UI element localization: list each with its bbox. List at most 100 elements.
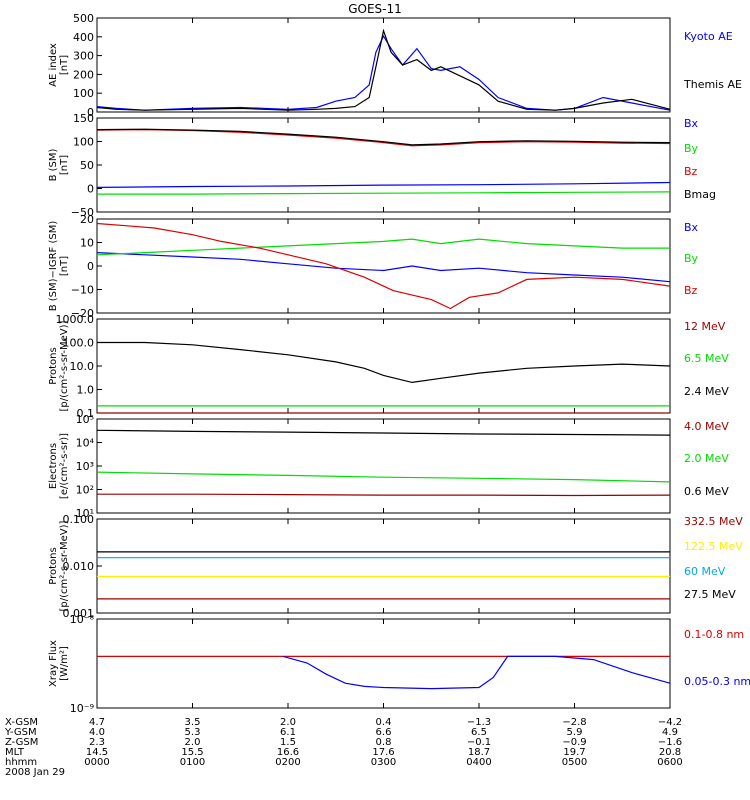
y-axis-label: [nT] (59, 55, 70, 75)
y-tick-label: 1000.0 (56, 313, 95, 326)
series-line (97, 493, 671, 497)
series-line (96, 128, 671, 147)
y-tick-label: 10¹ (76, 507, 94, 520)
panel-4: 1000.0 100.0 10.0 1.0 0.1 Protons [p/(cm²-s-sr… (48, 313, 729, 420)
y-axis-label: AE index (48, 43, 59, 87)
y-tick-label: 100 (73, 87, 94, 100)
ephemeris-value: 0300 (371, 757, 396, 768)
ephemeris-value: 0000 (84, 757, 109, 768)
y-tick-label: −10 (71, 284, 94, 297)
ephemeris-value: 20.8 (659, 747, 681, 758)
legend-entry: Themis AE (683, 78, 742, 91)
series-line (96, 429, 671, 436)
ephemeris-value: 2.0 (280, 717, 296, 728)
legend-entry: Bx (684, 221, 699, 234)
series-line (96, 128, 671, 146)
y-tick-label: 0 (87, 106, 94, 119)
y-axis-label: [W/m²] (59, 646, 70, 681)
ephemeris-value: 19.7 (563, 747, 585, 758)
panel-6: 0.100 0.010 0.001 Protons [p/(cm²-s-sr-MeV)]… (48, 513, 743, 620)
y-tick-label: 10⁻⁸ (70, 613, 95, 626)
ephemeris-value: 5.9 (567, 727, 583, 738)
ephemeris-value: 5.3 (185, 727, 201, 738)
legend-entry: 6.5 MeV (684, 352, 729, 365)
series-line (96, 222, 671, 310)
legend-entry: 0.05-0.3 nm (684, 675, 750, 688)
y-tick-label: 400 (73, 31, 94, 44)
panel-frame (96, 618, 671, 709)
y-axis-label: Protons (48, 547, 59, 584)
ephemeris-value: 14.5 (86, 747, 108, 758)
series-line (96, 471, 671, 483)
y-tick-label: 0.001 (63, 607, 95, 620)
y-tick-label: 20 (80, 213, 94, 226)
y-tick-label: 0 (87, 260, 94, 273)
y-tick-label: 100.0 (63, 337, 95, 350)
ephemeris-row-label: X-GSM (5, 717, 38, 728)
plot-title: GOES-11 (348, 2, 402, 16)
ephemeris-value: 0500 (562, 757, 587, 768)
legend-entry: Kyoto AE (684, 30, 733, 43)
y-tick-label: 300 (73, 50, 94, 63)
y-axis-label: [p/(cm²-s-sr-MeV)] (59, 520, 70, 611)
ephemeris-value: 4.9 (662, 727, 678, 738)
y-tick-label: 150 (73, 112, 94, 125)
ephemeris-value: 4.0 (89, 727, 105, 738)
legend-entry: 60 MeV (684, 565, 726, 578)
series-line (96, 181, 671, 188)
series-line (97, 191, 671, 195)
panel-frame (96, 117, 671, 213)
y-tick-label: 1.0 (77, 384, 95, 397)
ephemeris-value: 1.5 (280, 737, 296, 748)
legend-entry: By (684, 142, 699, 155)
ephemeris-value: 3.5 (185, 717, 201, 728)
ephemeris-value: 0.8 (376, 737, 392, 748)
y-tick-label: 10.0 (70, 360, 95, 373)
y-tick-label: 0.010 (63, 560, 95, 573)
y-tick-label: −20 (71, 307, 94, 320)
ephemeris-value: 17.6 (372, 747, 394, 758)
y-axis-label: B (SM) (48, 148, 59, 181)
y-tick-label: 10⁻⁹ (70, 702, 94, 715)
legend-entry: By (684, 252, 699, 265)
y-tick-label: 50 (80, 159, 94, 172)
legend-entry: 332.5 MeV (684, 515, 743, 528)
ephemeris-value: 4.7 (89, 717, 105, 728)
ephemeris-row-label: Y-GSM (4, 727, 37, 738)
y-tick-label: 200 (73, 68, 94, 81)
ephemeris-value: 6.6 (376, 727, 392, 738)
series-line (96, 28, 671, 111)
legend-entry: 27.5 MeV (684, 588, 736, 601)
y-tick-label: 10⁴ (76, 437, 95, 450)
ephemeris-value: 2.0 (185, 737, 201, 748)
legend-entry: 122.5 MeV (684, 540, 743, 553)
ephemeris-value: −0.1 (467, 737, 491, 748)
y-tick-label: 0 (87, 183, 94, 196)
ephemeris-value: 0.4 (376, 717, 392, 728)
y-tick-label: 500 (73, 12, 94, 25)
legend-entry: 0.1-0.8 nm (684, 628, 744, 641)
legend-entry: 2.4 MeV (684, 385, 729, 398)
legend-entry: Bmag (684, 188, 716, 201)
legend-entry: 2.0 MeV (684, 452, 729, 465)
ephemeris-row-label: Z-GSM (5, 737, 38, 748)
ephemeris-value: 0400 (466, 757, 491, 768)
ephemeris-value: −4.2 (658, 717, 682, 728)
panel-7: 10⁻⁸ 10⁻⁹ Xray Flux [W/m²] 0.1-0.8 nm 0.05-0.… (48, 613, 750, 715)
panel-2: 150 100 50 0 −50 B (SM) [nT] Bx By Bz Bmag (48, 112, 716, 219)
ephemeris-value: −0.9 (562, 737, 586, 748)
y-axis-label: Electrons (48, 443, 59, 489)
panel-1: 500 400 300 200 100 0 AE index [nT] Kyoto AE Them… (48, 12, 742, 119)
y-axis-label: [p/(cm²-s-sr-MeV)] (59, 320, 70, 411)
ephemeris-value: −1.3 (467, 717, 491, 728)
y-axis-label: [nT] (59, 256, 70, 276)
ephemeris-value: 16.6 (277, 747, 299, 758)
legend-entry: Bz (684, 284, 698, 297)
y-axis-label: Xray Flux (48, 640, 59, 687)
y-tick-label: 10⁵ (76, 413, 94, 426)
panel-5: 10⁵ 10⁴ 10³ 10² 10¹ Electrons [e/(cm²-s-sr)] 4.… (48, 413, 729, 520)
y-axis-label: B (SM)−IGRF (SM) (48, 221, 59, 312)
series-line (96, 34, 671, 111)
